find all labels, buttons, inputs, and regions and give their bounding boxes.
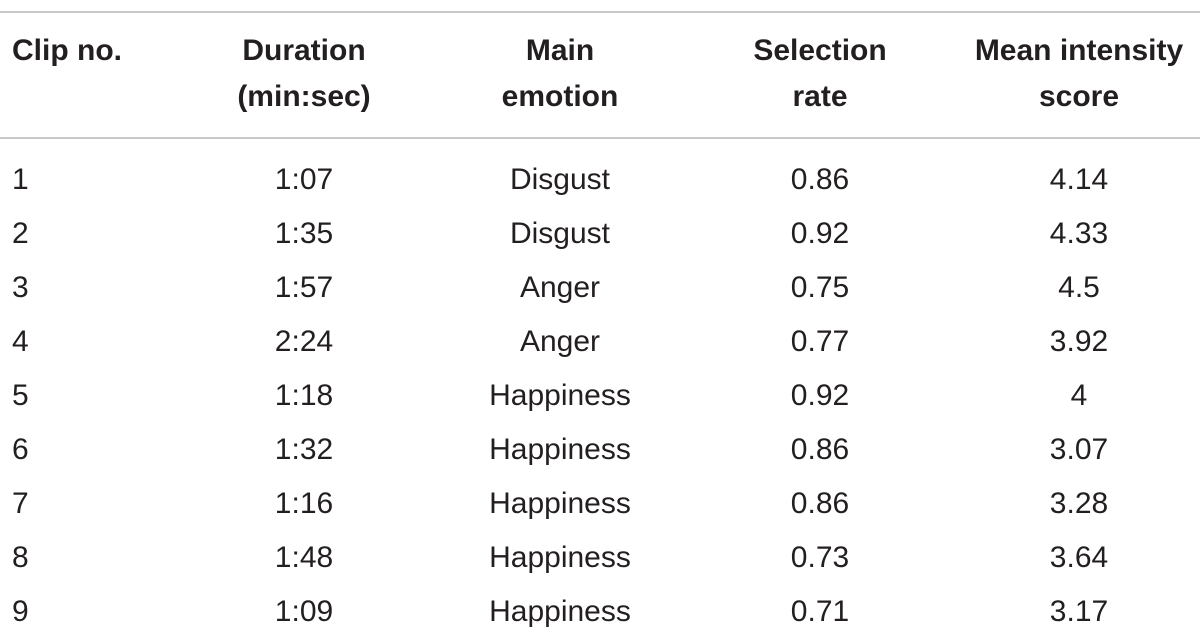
- cell-selection-rate: 0.77: [790, 325, 850, 358]
- header-mean-intensity-score: Mean intensity score: [958, 0, 1200, 139]
- header-main-emotion: Main emotion: [438, 0, 682, 139]
- cell-clip-no: 2: [12, 217, 29, 250]
- cell-duration: 1:32: [274, 433, 334, 466]
- cell-duration: 1:07: [274, 163, 334, 196]
- cell-clip-no: 7: [12, 487, 29, 520]
- cell-mean-intensity-score: 3.64: [1049, 541, 1109, 574]
- header-selection-rate: Selection rate: [682, 0, 958, 139]
- table-row: 4 2:24 Anger 0.77 3.92: [0, 315, 1200, 369]
- header-line: Mean intensity: [974, 34, 1184, 67]
- cell-clip-no: 8: [12, 541, 29, 574]
- table-row: 2 1:35 Disgust 0.92 4.33: [0, 207, 1200, 261]
- cell-selection-rate: 0.86: [790, 433, 850, 466]
- table-top-rule: [0, 11, 1200, 13]
- cell-main-emotion: Happiness: [489, 541, 631, 574]
- cell-duration: 1:57: [274, 271, 334, 304]
- cell-main-emotion: Disgust: [509, 217, 611, 250]
- header-line: score: [1038, 80, 1120, 113]
- cell-main-emotion: Happiness: [489, 595, 631, 628]
- cell-mean-intensity-score: 3.17: [1049, 595, 1109, 628]
- cell-mean-intensity-score: 4.14: [1049, 163, 1109, 196]
- cell-clip-no: 4: [12, 325, 29, 358]
- cell-main-emotion: Anger: [519, 325, 601, 358]
- table-row: 5 1:18 Happiness 0.92 4: [0, 369, 1200, 423]
- header-line: Selection: [753, 34, 887, 67]
- cell-duration: 1:35: [274, 217, 334, 250]
- table-header: Clip no. Duration (min:sec) Main emotion…: [0, 0, 1200, 139]
- header-duration: Duration (min:sec): [170, 0, 438, 139]
- table-body: 1 1:07 Disgust 0.86 4.14 2 1:35 Disgust 0.92 4.33…: [0, 139, 1200, 639]
- header-row: Clip no. Duration (min:sec) Main emotion…: [0, 0, 1200, 139]
- cell-mean-intensity-score: 4.33: [1049, 217, 1109, 250]
- cell-selection-rate: 0.71: [790, 595, 850, 628]
- cell-mean-intensity-score: 3.92: [1049, 325, 1109, 358]
- cell-clip-no: 1: [12, 163, 29, 196]
- cell-main-emotion: Happiness: [489, 487, 631, 520]
- table-row: 1 1:07 Disgust 0.86 4.14: [0, 139, 1200, 207]
- cell-main-emotion: Anger: [519, 271, 601, 304]
- cell-main-emotion: Disgust: [509, 163, 611, 196]
- header-line: emotion: [501, 80, 619, 113]
- table-row: 8 1:48 Happiness 0.73 3.64: [0, 531, 1200, 585]
- cell-selection-rate: 0.73: [790, 541, 850, 574]
- header-line: (min:sec): [237, 80, 371, 113]
- cell-clip-no: 5: [12, 379, 29, 412]
- cell-mean-intensity-score: 4.5: [1058, 271, 1100, 304]
- cell-duration: 1:09: [274, 595, 334, 628]
- cell-clip-no: 6: [12, 433, 29, 466]
- header-clip-no: Clip no.: [0, 0, 170, 139]
- cell-selection-rate: 0.75: [790, 271, 850, 304]
- table-row: 7 1:16 Happiness 0.86 3.28: [0, 477, 1200, 531]
- cell-clip-no: 9: [12, 595, 29, 628]
- cell-duration: 1:18: [274, 379, 334, 412]
- cell-mean-intensity-score: 4: [1070, 379, 1088, 412]
- cell-selection-rate: 0.86: [790, 163, 850, 196]
- table-header-rule: [0, 137, 1200, 139]
- cell-selection-rate: 0.86: [790, 487, 850, 520]
- cell-duration: 2:24: [274, 325, 334, 358]
- cell-main-emotion: Happiness: [489, 379, 631, 412]
- cell-duration: 1:48: [274, 541, 334, 574]
- cell-selection-rate: 0.92: [790, 379, 850, 412]
- cell-duration: 1:16: [274, 487, 334, 520]
- cell-main-emotion: Happiness: [489, 433, 631, 466]
- header-line: Main: [525, 34, 595, 67]
- cell-mean-intensity-score: 3.07: [1049, 433, 1109, 466]
- cell-mean-intensity-score: 3.28: [1049, 487, 1109, 520]
- cell-clip-no: 3: [12, 271, 29, 304]
- cell-selection-rate: 0.92: [790, 217, 850, 250]
- header-line: Clip no.: [12, 34, 122, 67]
- header-line: rate: [792, 80, 848, 113]
- table-row: 3 1:57 Anger 0.75 4.5: [0, 261, 1200, 315]
- header-line: Duration: [242, 34, 366, 67]
- table-row: 9 1:09 Happiness 0.71 3.17: [0, 585, 1200, 639]
- table-row: 6 1:32 Happiness 0.86 3.07: [0, 423, 1200, 477]
